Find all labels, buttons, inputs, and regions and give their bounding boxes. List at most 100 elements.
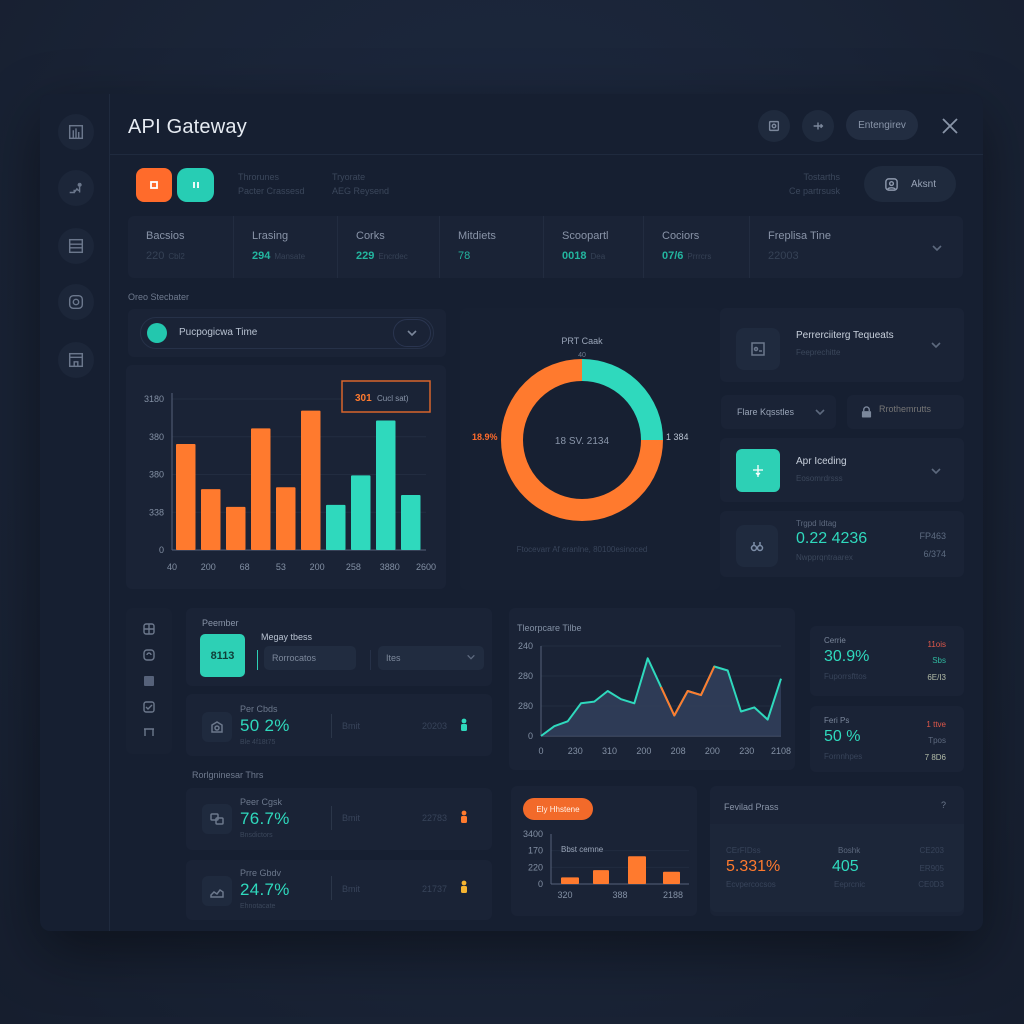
svg-text:40: 40	[578, 352, 586, 359]
selector-dropdown-button[interactable]	[393, 319, 431, 347]
svg-text:338: 338	[149, 507, 164, 517]
chevron-down-icon	[407, 330, 417, 337]
toolbar-info-right: Tostarths Ce partrsusk	[788, 172, 840, 196]
requests-icon-box	[736, 328, 780, 370]
requests-expand[interactable]	[930, 338, 942, 356]
text-input[interactable]	[264, 646, 356, 670]
sidebar-item-dashboard[interactable]	[58, 114, 94, 150]
pause-icon	[192, 182, 199, 188]
svg-text:PRT Caak: PRT Caak	[561, 336, 603, 346]
donut-panel: PRT Caak 40 18 SV. 2134 18.9% 1 384 Ftocevarr…	[460, 308, 720, 590]
svg-text:258: 258	[346, 562, 361, 572]
alert-user-icon	[885, 177, 898, 191]
kpi-card: Peer Cgsk 76.7% Bnsdictors Bmit 22783	[186, 788, 492, 850]
api-plug-icon	[753, 464, 763, 477]
svg-text:3180: 3180	[144, 394, 164, 404]
svg-text:68: 68	[240, 562, 250, 572]
pember-badge: 8113	[200, 634, 245, 677]
search-field[interactable]	[847, 395, 964, 429]
stop-button[interactable]	[136, 168, 172, 202]
input-cursor-bar	[257, 650, 258, 670]
svg-text:388: 388	[612, 890, 627, 900]
screenshot-icon	[768, 120, 780, 132]
svg-text:301: 301	[355, 393, 372, 404]
screenshot-button[interactable]	[758, 110, 790, 142]
store-icon	[68, 352, 84, 368]
sidebar	[40, 94, 110, 931]
check-icon[interactable]	[143, 701, 155, 713]
select-dropdown[interactable]: Ites	[378, 646, 484, 670]
trend-chart-icon	[210, 888, 224, 898]
chevron-down-icon	[931, 468, 941, 475]
close-button[interactable]	[940, 116, 960, 136]
app-window: API Gateway Entengirev Throrunes Pacter …	[40, 94, 983, 931]
side-kpi-card: Feri Ps 50 % Fornnhpes 1 ttve Tpos 7 8D6	[810, 706, 964, 772]
pause-button[interactable]	[177, 168, 214, 202]
kpi-icon-box	[202, 712, 232, 742]
stat-item: Bacsios 220 Cbl2	[128, 216, 234, 278]
image-frame-icon	[751, 342, 765, 356]
pember-card: Peember 8113 Megay tbess Ites	[186, 608, 492, 686]
bar-chart-panel: 3180 380 380 338 0 40 200 68 53 200 258 3880 2600 301…	[126, 365, 446, 589]
bed-icon[interactable]	[143, 726, 155, 738]
svg-text:200: 200	[636, 746, 651, 756]
stat-item: Corks 229 Encrdec	[338, 216, 440, 278]
stat-item: Scoopartl 0018 Dea	[544, 216, 644, 278]
summary-panel: Fevilad Prass ? CErFIDss 5.331% Ecvperco…	[710, 786, 964, 916]
lock-icon	[861, 406, 872, 418]
requests-card[interactable]: Perrerciiterg Tequeats Feeprechitte	[720, 308, 964, 382]
environment-button[interactable]: Entengirev	[846, 110, 918, 140]
binoculars-icon	[750, 542, 764, 552]
stats-strip: Bacsios 220 Cbl2 Lrasing 294 Mansate Corks…	[128, 216, 963, 278]
help-icon[interactable]: ?	[940, 800, 946, 810]
grid-icon[interactable]	[143, 623, 155, 635]
svg-text:1 384: 1 384	[666, 432, 689, 442]
sidebar-item-analytics[interactable]	[58, 170, 94, 206]
sidebar-item-store[interactable]	[58, 342, 94, 378]
svg-text:170: 170	[528, 846, 543, 856]
svg-text:200: 200	[201, 562, 216, 572]
sidebar-item-settings[interactable]	[58, 284, 94, 320]
api-expand[interactable]	[930, 464, 942, 482]
svg-text:0: 0	[528, 731, 533, 741]
kpi-card: Per Cbds 50 2% Ble 4f18t75 Bmit 20203	[186, 694, 492, 756]
search-input[interactable]	[879, 404, 957, 414]
stats-expand-button[interactable]	[931, 241, 943, 259]
section-label: Rorlgninesar Thrs	[192, 770, 264, 780]
mini-bar-panel: Ely Hhstene 3400 170 220 0 Bbst cemne 320 388 2…	[511, 786, 697, 916]
chevron-down-icon	[467, 654, 475, 660]
svg-text:3880: 3880	[380, 562, 400, 572]
chevron-down-icon	[932, 245, 942, 252]
svg-text:2600: 2600	[416, 562, 436, 572]
svg-text:320: 320	[557, 890, 572, 900]
time-selector[interactable]: Pucpogicwa Time	[140, 317, 434, 349]
filter-dropdown[interactable]: Flare Kqsstles	[721, 395, 836, 429]
stat-item: Cociors 07/6 Prrrcrs	[644, 216, 750, 278]
svg-text:2108: 2108	[771, 746, 791, 756]
refresh-icon[interactable]	[143, 649, 155, 661]
metric-card: Trgpd Idtag 0.22 4236 Nwpprqntraarex FP4…	[720, 511, 964, 577]
kpi-card: Prre Gbdv 24.7% Ehnotacate Bmit 21737	[186, 860, 492, 920]
summary-body: CErFIDss 5.331% Ecvpercocsos Boshk 405 E…	[710, 824, 964, 912]
api-card[interactable]: Apr Iceding Eosomrdrsss	[720, 438, 964, 502]
selector-dot-icon	[147, 323, 167, 343]
analytics-icon	[69, 182, 82, 194]
svg-text:18 SV. 2134: 18 SV. 2134	[555, 436, 610, 447]
svg-text:0: 0	[538, 879, 543, 889]
svg-text:230: 230	[568, 746, 583, 756]
svg-text:220: 220	[528, 862, 543, 872]
list-icon	[68, 238, 84, 254]
plugin-icon	[813, 122, 824, 130]
alert-button[interactable]: Aksnt	[864, 166, 956, 202]
stat-item: Mitdiets 78	[440, 216, 544, 278]
mini-bar-badge[interactable]: Ely Hhstene	[523, 798, 593, 820]
sidebar-item-list[interactable]	[58, 228, 94, 264]
close-icon	[942, 118, 958, 134]
settings-gear-icon	[68, 294, 84, 310]
image-icon[interactable]	[143, 675, 155, 687]
plugin-button[interactable]	[802, 110, 834, 142]
svg-text:200: 200	[705, 746, 720, 756]
kpi-icon-box	[202, 804, 232, 834]
mini-toolbar	[126, 608, 172, 754]
header-divider	[110, 154, 983, 155]
